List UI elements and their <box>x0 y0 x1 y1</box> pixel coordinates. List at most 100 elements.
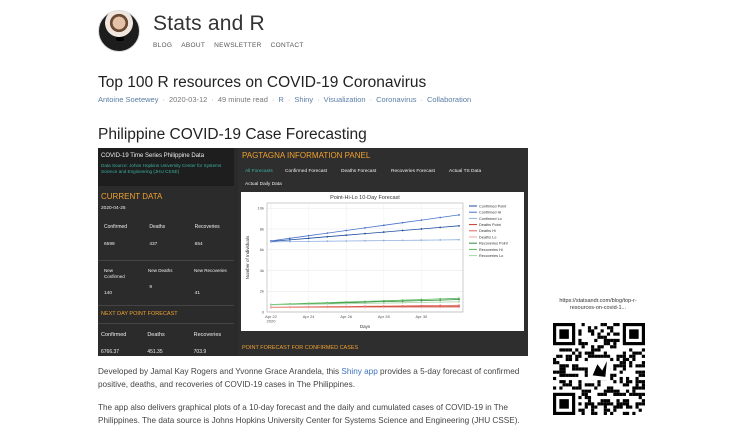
app-screenshot[interactable]: COVID-19 Time Series Philippine Data Dat… <box>98 148 528 356</box>
qr-module <box>597 383 601 387</box>
tag-visualization[interactable]: Visualization <box>323 95 366 104</box>
qr-module <box>578 386 582 390</box>
forecast-chart: Point-Hi-Lo 10-Day Forecast 0 2k 4k 6k 8k 10k A… <box>245 195 509 329</box>
qr-module <box>613 367 617 371</box>
qr-module <box>606 408 611 412</box>
qr-module <box>584 351 588 355</box>
data-point <box>345 229 348 232</box>
post-date: 2020-03-12 <box>168 95 208 104</box>
qr-module <box>629 392 633 396</box>
app-right-panel: PAGTAGNA INFORMATION PANEL All Forecasts… <box>238 148 528 356</box>
qr-module <box>587 395 592 400</box>
qr-module <box>603 351 607 355</box>
qr-module <box>638 364 642 368</box>
qr-module <box>616 323 620 327</box>
data-point <box>288 237 291 240</box>
qr-module <box>559 380 563 384</box>
qr-module <box>632 392 636 396</box>
qr-module <box>562 367 566 371</box>
tab-actual-ts-data[interactable]: Actual TS Data <box>449 169 482 174</box>
tag-r[interactable]: R <box>278 95 284 104</box>
data-point <box>345 234 348 237</box>
qr-module <box>619 361 623 365</box>
qr-module <box>578 354 582 358</box>
qr-module <box>603 342 607 346</box>
section-title: Philippine COVID-19 Case Forecasting <box>98 126 367 143</box>
tag-collaboration[interactable]: Collaboration <box>427 95 472 104</box>
nav-blog[interactable]: BLOG <box>153 42 173 49</box>
qr-module <box>616 392 620 396</box>
tab-confirmed-forecast[interactable]: Confirmed Forecast <box>285 169 328 174</box>
site-title[interactable]: Stats and R <box>153 12 265 35</box>
data-point <box>382 305 385 307</box>
qr-module <box>562 364 566 368</box>
qr-module <box>625 357 630 362</box>
legend-entry: Recoveries Hi <box>479 248 503 252</box>
qr-module <box>562 370 566 374</box>
legend-entry: Deaths Point <box>479 223 502 227</box>
tag-coronavirus[interactable]: Coronavirus <box>376 95 417 104</box>
tab-recoveries-forecast[interactable]: Recoveries Forecast <box>391 169 435 174</box>
description-p2: The app also delivers graphical plots of… <box>98 403 520 425</box>
data-point <box>270 306 272 309</box>
new-header-confirmed: New Confirmed <box>104 268 125 279</box>
data-point <box>458 300 460 303</box>
qr-module <box>578 332 582 336</box>
post-author[interactable]: Antoine Soetewey <box>98 95 159 104</box>
qr-module <box>562 348 566 352</box>
qr-module <box>613 373 617 377</box>
divider <box>98 260 234 261</box>
qr-module <box>572 373 576 377</box>
qr-module <box>625 380 630 384</box>
qr-module <box>591 348 595 352</box>
data-point <box>439 298 442 300</box>
qr-module <box>581 411 585 415</box>
qr-module <box>638 380 642 384</box>
author-avatar[interactable] <box>98 10 140 52</box>
qr-module <box>613 342 617 346</box>
meta-separator: · <box>162 95 165 104</box>
shiny-app-link[interactable]: Shiny app <box>341 367 378 376</box>
qr-module <box>635 351 639 355</box>
main-nav: BLOG ABOUT NEWSLETTER CONTACT <box>153 42 304 49</box>
data-point <box>345 240 348 242</box>
qr-module <box>616 389 620 393</box>
nav-about[interactable]: ABOUT <box>181 42 206 49</box>
qr-module <box>600 399 604 403</box>
qr-code-icon[interactable] <box>553 323 645 415</box>
nav-newsletter[interactable]: NEWSLETTER <box>214 42 262 49</box>
new-value-confirmed: 140 <box>104 291 113 296</box>
qr-module <box>613 408 617 412</box>
qr-module <box>610 357 614 362</box>
qr-module <box>562 373 566 377</box>
qr-module <box>629 405 633 409</box>
current-value-recoveries: 654 <box>194 242 203 247</box>
next-headers: Confirmed Deaths Recoveries <box>98 332 234 338</box>
qr-module <box>572 386 576 390</box>
qr-module <box>622 351 626 355</box>
qr-module <box>616 357 620 362</box>
qr-module <box>578 351 582 355</box>
app-left-panel: COVID-19 Time Series Philippine Data Dat… <box>98 148 234 356</box>
data-point <box>401 299 404 302</box>
qr-module <box>606 332 611 336</box>
data-point <box>401 301 404 304</box>
qr-module <box>635 364 639 368</box>
data-point <box>420 304 423 307</box>
qr-module <box>587 399 592 403</box>
x-axis-label: Days <box>360 324 371 329</box>
qr-module <box>578 342 582 346</box>
data-point <box>401 221 404 224</box>
y-tick-label: 4k <box>260 268 264 273</box>
nav-contact[interactable]: CONTACT <box>270 42 304 49</box>
tag-shiny[interactable]: Shiny <box>294 95 314 104</box>
qr-module <box>565 354 569 358</box>
tab-deaths-forecast[interactable]: Deaths Forecast <box>341 169 377 174</box>
tab-actual-daily-data[interactable]: Actual Daily Data <box>245 182 282 187</box>
data-point <box>326 301 329 304</box>
new-headers: New Confirmed New Deaths New Recoveries <box>98 268 234 280</box>
qr-module <box>625 402 630 406</box>
tab-all-forecasts[interactable]: All Forecasts <box>245 169 273 174</box>
data-point <box>307 306 310 309</box>
qr-module <box>635 380 639 384</box>
